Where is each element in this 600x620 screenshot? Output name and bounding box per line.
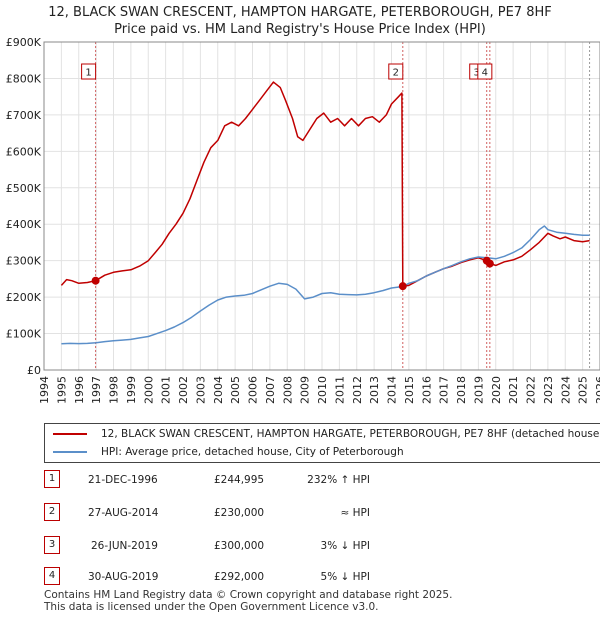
sale-price: £300,000: [214, 540, 265, 552]
sale-label-text: 1: [85, 68, 91, 79]
sale-price: £244,995: [214, 474, 265, 486]
x-tick-label: 2001: [160, 376, 173, 404]
x-tick-label: 2005: [229, 376, 242, 404]
sale-date: 26-JUN-2019: [91, 540, 158, 552]
x-tick-label: 2025: [577, 376, 590, 404]
sale-label-box: [477, 63, 493, 80]
y-tick-label: £400K: [6, 218, 42, 231]
chart-title-line1: 12, BLACK SWAN CRESCENT, HAMPTON HARGATE…: [48, 5, 552, 20]
x-tick-label: 1999: [125, 376, 138, 404]
x-tick-label: 1997: [90, 376, 103, 404]
x-tick-label: 2000: [142, 376, 155, 404]
sale-hpi-comparison: ≈ HPI: [340, 507, 370, 519]
sale-marker: [485, 259, 494, 268]
x-tick-label: 1994: [38, 376, 51, 404]
x-tick-label: 2016: [420, 376, 433, 404]
x-tick-label: 2009: [299, 376, 312, 404]
sale-row: 2 27-AUG-2014 £230,000 ≈ HPI: [0, 503, 600, 525]
x-tick-label: 2026: [594, 376, 600, 404]
sale-date: 30-AUG-2019: [88, 571, 159, 583]
y-tick-label: £700K: [6, 109, 42, 122]
x-tick-label: 2013: [368, 376, 381, 404]
x-tick-label: 2002: [177, 376, 190, 404]
plot-frame: [43, 41, 600, 371]
x-tick-label: 2012: [351, 376, 364, 404]
sale-label-text: 3: [474, 68, 480, 79]
footer-copyright: Contains HM Land Registry data © Crown c…: [44, 589, 453, 601]
footer-license: This data is licensed under the Open Gov…: [44, 601, 379, 613]
legend-line-hpi: [53, 451, 87, 453]
sale-price: £230,000: [214, 507, 265, 519]
y-tick-label: £100K: [6, 328, 42, 341]
legend-line-property: [53, 433, 87, 435]
chart-title-line2: Price paid vs. HM Land Registry's House …: [114, 22, 486, 37]
sale-row: 4 30-AUG-2019 £292,000 5% ↓ HPI: [0, 567, 600, 589]
sale-marker: [91, 276, 100, 285]
sale-hpi-comparison: 5% ↓ HPI: [320, 571, 370, 583]
x-tick-label: 2017: [438, 376, 451, 404]
hpi-line: [61, 225, 590, 345]
y-tick-label: £300K: [6, 255, 42, 268]
y-tick-label: £0: [27, 364, 41, 377]
sale-label-text: 2: [393, 68, 399, 79]
x-tick-label: 2010: [316, 376, 329, 404]
sale-number-badge: 4: [44, 567, 60, 585]
x-tick-label: 2024: [559, 376, 572, 404]
x-tick-label: 2019: [472, 376, 485, 404]
legend-label-hpi: HPI: Average price, detached house, City…: [101, 446, 404, 458]
sale-date: 21-DEC-1996: [88, 474, 158, 486]
legend-item-hpi: HPI: Average price, detached house, City…: [45, 443, 404, 461]
y-tick-label: £900K: [6, 36, 42, 49]
x-tick-label: 2008: [281, 376, 294, 404]
price-chart: 1 2 3 4 £0 £100K £200K £300K £400K £500K £600K £700…: [6, 36, 600, 404]
sale-price: £292,000: [214, 571, 265, 583]
legend: 12, BLACK SWAN CRESCENT, HAMPTON HARGATE…: [44, 423, 600, 463]
y-tick-label: £500K: [6, 182, 42, 195]
x-tick-label: 1996: [73, 376, 86, 404]
sale-row: 1 21-DEC-1996 £244,995 232% ↑ HPI: [0, 470, 600, 492]
sale-number-badge: 2: [44, 503, 60, 521]
y-tick-label: £200K: [6, 291, 42, 304]
legend-label-property: 12, BLACK SWAN CRESCENT, HAMPTON HARGATE…: [101, 428, 600, 440]
sale-number-badge: 3: [44, 536, 60, 554]
x-tick-label: 2007: [264, 376, 277, 404]
x-tick-label: 2021: [507, 376, 520, 404]
x-tick-label: 2004: [212, 376, 225, 404]
x-tick-label: 1998: [108, 376, 121, 404]
footer: Contains HM Land Registry data © Crown c…: [44, 589, 452, 613]
y-tick-label: £800K: [6, 72, 42, 85]
x-tick-label: 2023: [542, 376, 555, 404]
sale-label-box: [388, 63, 404, 80]
sale-label-text: 4: [482, 68, 488, 79]
sale-hpi-comparison: 232% ↑ HPI: [307, 474, 370, 486]
x-tick-label: 2020: [490, 376, 503, 404]
legend-item-property: 12, BLACK SWAN CRESCENT, HAMPTON HARGATE…: [45, 425, 600, 443]
x-tick-label: 2018: [455, 376, 468, 404]
sale-date: 27-AUG-2014: [88, 507, 159, 519]
sale-number-badge: 1: [44, 470, 60, 488]
y-tick-label: £600K: [6, 145, 42, 158]
x-tick-label: 2006: [247, 376, 260, 404]
x-tick-label: 1995: [55, 376, 68, 404]
sale-marker: [398, 282, 407, 291]
sale-hpi-comparison: 3% ↓ HPI: [320, 540, 370, 552]
sale-row: 3 26-JUN-2019 £300,000 3% ↓ HPI: [0, 536, 600, 558]
sale-label-box: [81, 63, 97, 80]
chart-title: 12, BLACK SWAN CRESCENT, HAMPTON HARGATE…: [0, 4, 600, 38]
x-tick-label: 2011: [333, 376, 346, 404]
property-price-line: [60, 81, 590, 287]
x-tick-label: 2022: [525, 376, 538, 404]
x-tick-label: 2003: [194, 376, 207, 404]
x-tick-label: 2015: [403, 376, 416, 404]
x-tick-label: 2014: [386, 376, 399, 404]
